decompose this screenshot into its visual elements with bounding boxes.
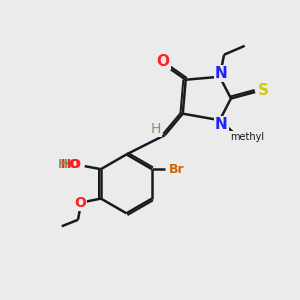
Text: O: O: [68, 158, 79, 171]
Text: O: O: [157, 54, 170, 69]
Text: HO: HO: [61, 158, 82, 171]
Text: methyl: methyl: [230, 132, 264, 142]
Text: N: N: [215, 117, 227, 132]
Text: S: S: [258, 83, 269, 98]
Text: Br: Br: [169, 163, 184, 176]
Text: O: O: [74, 196, 86, 210]
Text: H: H: [58, 158, 69, 171]
Text: N: N: [215, 66, 227, 81]
Text: methyl: methyl: [235, 140, 240, 142]
Text: H: H: [151, 122, 161, 136]
